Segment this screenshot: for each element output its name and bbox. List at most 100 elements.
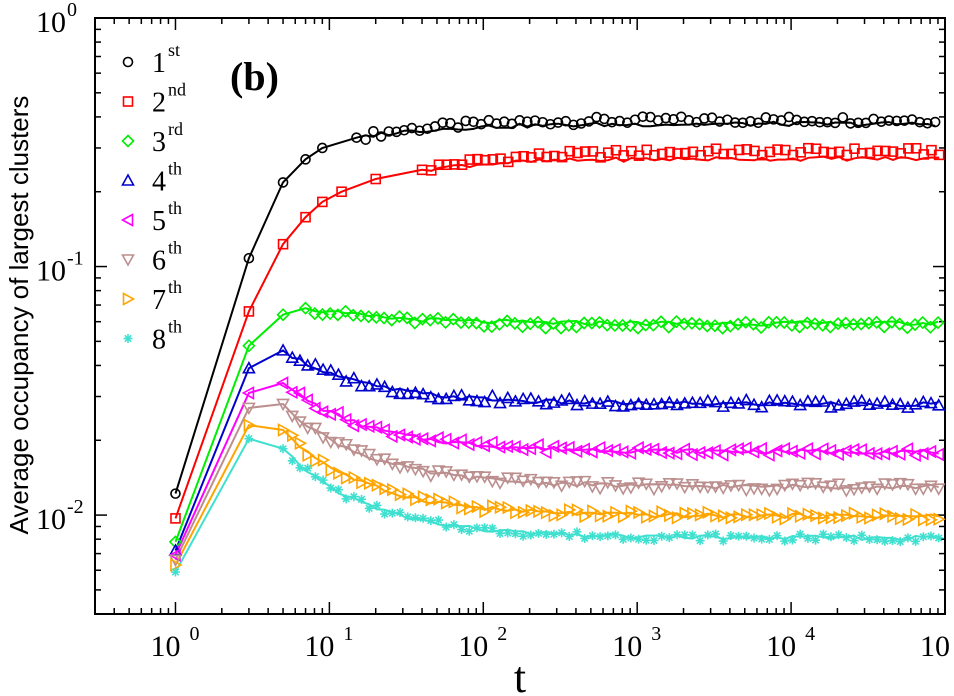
data-point <box>447 388 461 402</box>
data-point <box>887 146 899 157</box>
data-point <box>752 117 764 129</box>
x-tick-exponent: 2 <box>497 623 507 645</box>
data-point <box>617 509 631 524</box>
data-point <box>469 435 483 450</box>
data-point <box>462 393 477 406</box>
data-point <box>433 492 446 507</box>
data-point <box>606 116 618 128</box>
data-point <box>510 505 523 520</box>
data-point <box>308 401 321 416</box>
data-point <box>931 483 946 496</box>
data-point <box>870 396 884 409</box>
data-point <box>522 116 533 127</box>
data-point <box>739 392 754 406</box>
data-point <box>469 316 484 330</box>
data-point <box>275 376 289 390</box>
data-point <box>122 292 136 306</box>
data-point <box>541 529 551 539</box>
data-point <box>587 504 600 518</box>
data-point <box>779 512 792 526</box>
data-point <box>500 472 515 485</box>
data-point <box>286 428 300 443</box>
data-point <box>437 117 448 128</box>
data-point <box>317 142 328 154</box>
data-point <box>660 112 672 124</box>
data-point <box>325 463 338 478</box>
data-point <box>423 390 438 403</box>
data-point <box>508 316 522 330</box>
data-point <box>633 150 645 161</box>
data-point <box>562 440 575 455</box>
data-point <box>808 317 822 331</box>
data-point <box>323 363 338 376</box>
data-point <box>892 317 907 331</box>
data-point <box>292 386 306 400</box>
data-point <box>737 117 749 129</box>
data-point <box>631 477 646 490</box>
data-point <box>487 523 497 533</box>
data-point <box>346 371 361 384</box>
data-point <box>394 487 408 502</box>
data-point <box>317 453 331 467</box>
data-point <box>724 480 738 493</box>
data-point <box>856 510 869 525</box>
data-point <box>326 483 336 493</box>
data-point <box>824 400 838 413</box>
data-point <box>523 317 537 331</box>
data-point <box>926 531 936 541</box>
data-point <box>931 398 946 411</box>
data-point <box>745 116 756 127</box>
series-lines <box>174 120 940 573</box>
data-point <box>639 397 654 411</box>
data-point <box>839 316 853 330</box>
legend-label-suffix: rd <box>168 119 183 139</box>
data-point <box>387 482 400 497</box>
data-point <box>500 314 514 328</box>
data-point <box>425 165 437 176</box>
data-point <box>739 315 753 329</box>
data-point <box>323 436 338 450</box>
data-point <box>548 508 562 523</box>
data-point <box>448 494 462 509</box>
data-point <box>471 499 485 514</box>
data-point <box>500 390 515 404</box>
data-point <box>423 434 437 448</box>
data-point <box>540 505 554 520</box>
data-point <box>516 475 530 488</box>
data-point <box>393 462 407 475</box>
data-point <box>570 476 584 489</box>
legend-label: 6 <box>152 246 166 277</box>
data-point <box>318 475 328 485</box>
data-point <box>503 528 513 538</box>
legend-label-suffix: nd <box>168 80 186 100</box>
data-point <box>864 511 877 525</box>
data-point <box>610 530 620 540</box>
data-point <box>762 448 775 462</box>
data-point <box>862 481 877 494</box>
data-point <box>308 422 323 436</box>
data-point <box>914 116 926 128</box>
data-point <box>857 530 867 540</box>
data-point <box>634 534 644 544</box>
x-axis-label: t <box>514 653 526 696</box>
data-point <box>669 314 684 329</box>
data-point <box>869 446 883 461</box>
x-tick-exponent: 0 <box>189 623 199 645</box>
data-point <box>762 485 777 498</box>
data-point <box>277 238 289 250</box>
data-point <box>485 435 498 450</box>
data-point <box>462 316 476 330</box>
legend-label-suffix: th <box>168 277 182 297</box>
data-point <box>557 528 567 538</box>
data-point <box>726 531 736 541</box>
data-point <box>771 510 785 525</box>
data-point <box>893 396 908 410</box>
data-point <box>472 523 482 533</box>
data-point <box>879 506 892 521</box>
data-point <box>833 146 845 158</box>
data-point <box>485 475 500 489</box>
data-point <box>454 315 468 330</box>
data-point <box>837 112 849 123</box>
data-point <box>392 309 407 324</box>
data-point <box>400 430 414 444</box>
